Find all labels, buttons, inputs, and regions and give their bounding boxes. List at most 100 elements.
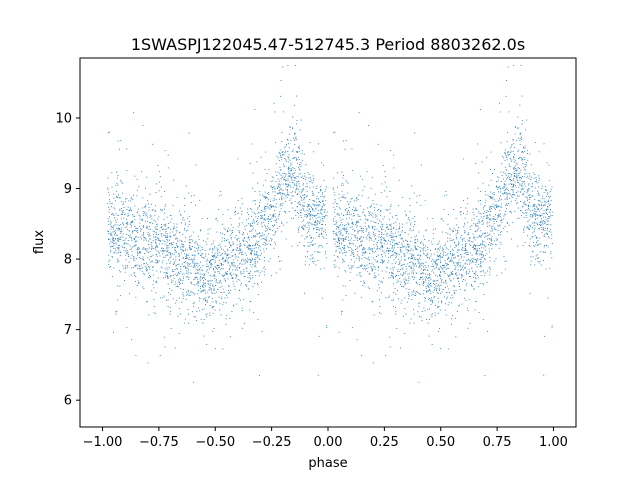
- data-point: [221, 233, 223, 235]
- data-point: [172, 253, 173, 255]
- data-point: [116, 261, 118, 263]
- data-point: [238, 250, 240, 251]
- data-point: [491, 248, 493, 250]
- data-point: [120, 224, 122, 226]
- data-point: [485, 214, 487, 216]
- data-point: [263, 219, 265, 221]
- data-point: [288, 171, 290, 173]
- data-point: [349, 249, 350, 251]
- data-point: [127, 212, 129, 214]
- data-point: [124, 239, 126, 241]
- data-point: [137, 280, 139, 282]
- data-point: [514, 181, 516, 183]
- data-point: [539, 201, 541, 203]
- data-point: [126, 233, 128, 235]
- data-point: [494, 205, 496, 207]
- data-point: [466, 252, 468, 254]
- data-point: [175, 281, 177, 283]
- data-point: [408, 257, 410, 259]
- data-point: [550, 253, 552, 255]
- data-point: [242, 310, 244, 311]
- data-point: [373, 272, 375, 274]
- data-point: [344, 270, 346, 272]
- data-point: [228, 227, 229, 229]
- data-point: [449, 260, 450, 262]
- data-point: [454, 269, 456, 271]
- data-point: [152, 269, 154, 271]
- data-point: [212, 292, 214, 294]
- data-point: [342, 196, 343, 198]
- data-point: [221, 264, 223, 265]
- data-point: [488, 184, 490, 186]
- data-point: [108, 264, 110, 266]
- data-point: [304, 179, 306, 180]
- data-point: [387, 296, 389, 298]
- data-point: [400, 273, 402, 275]
- data-point: [304, 238, 306, 240]
- data-point: [180, 248, 181, 250]
- data-point: [115, 213, 117, 215]
- data-point: [537, 254, 539, 256]
- data-point: [517, 191, 519, 193]
- data-point: [340, 184, 342, 186]
- data-point: [123, 207, 125, 208]
- data-point: [421, 311, 423, 312]
- data-point: [305, 260, 307, 262]
- data-point: [135, 245, 137, 246]
- data-point: [433, 233, 434, 235]
- data-point: [341, 182, 343, 184]
- data-point: [229, 247, 230, 249]
- data-point: [546, 233, 548, 235]
- data-point: [168, 259, 169, 261]
- data-point: [423, 266, 424, 268]
- data-point: [393, 276, 394, 278]
- data-point: [469, 226, 471, 228]
- data-point: [264, 244, 266, 246]
- data-point: [322, 195, 324, 197]
- data-point: [220, 232, 222, 234]
- data-point: [142, 225, 144, 227]
- data-point: [543, 143, 545, 145]
- data-point: [183, 288, 184, 290]
- data-point: [235, 248, 237, 250]
- data-point: [139, 215, 141, 217]
- data-point: [347, 210, 349, 211]
- data-point: [295, 210, 297, 212]
- data-point: [312, 194, 314, 196]
- data-point: [460, 254, 462, 256]
- data-point: [206, 316, 207, 318]
- data-point: [173, 225, 175, 227]
- data-point: [208, 296, 210, 298]
- data-point: [380, 246, 382, 248]
- data-point: [404, 272, 406, 274]
- data-point: [514, 154, 515, 156]
- data-point: [540, 208, 542, 210]
- data-point: [150, 222, 151, 224]
- data-point: [505, 268, 507, 270]
- data-point: [300, 212, 302, 214]
- data-point: [447, 237, 449, 239]
- data-point: [278, 190, 280, 192]
- data-point: [309, 212, 311, 214]
- data-point: [204, 282, 206, 284]
- data-point: [241, 222, 243, 224]
- data-point: [117, 239, 119, 241]
- data-point: [194, 273, 196, 275]
- data-point: [301, 209, 303, 211]
- data-point: [311, 190, 313, 192]
- data-point: [242, 258, 244, 260]
- data-point: [496, 221, 498, 222]
- data-point: [307, 242, 309, 244]
- data-point: [420, 273, 422, 275]
- data-point: [550, 251, 552, 253]
- data-point: [291, 128, 293, 130]
- data-point: [374, 277, 376, 279]
- data-point: [538, 151, 540, 153]
- data-point: [533, 204, 535, 206]
- data-point: [367, 218, 369, 220]
- data-point: [503, 256, 505, 258]
- data-point: [395, 313, 397, 315]
- data-point: [510, 184, 512, 186]
- data-point: [549, 267, 551, 269]
- data-point: [510, 150, 512, 152]
